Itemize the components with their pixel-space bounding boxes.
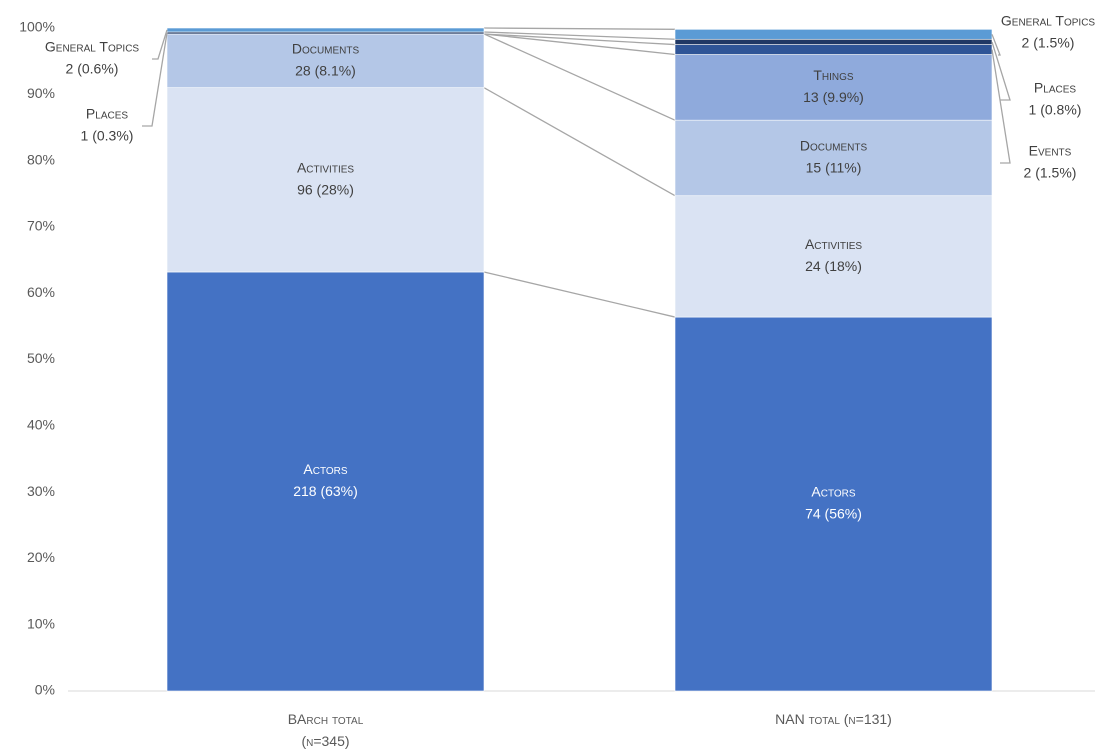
series-line xyxy=(483,31,676,40)
segment-name: General Topics xyxy=(1001,13,1096,29)
y-tick-label: 60% xyxy=(27,284,55,300)
data-label: 74 (56%) xyxy=(805,506,862,522)
data-label: 1 (0.8%) xyxy=(1029,102,1082,118)
data-label: 24 (18%) xyxy=(805,258,862,274)
x-tick-label: NAN total (n=131) xyxy=(775,711,892,727)
y-tick-label: 70% xyxy=(27,218,55,234)
bar-segment xyxy=(674,29,993,40)
segment-name: Things xyxy=(813,67,854,83)
segment-name: Places xyxy=(86,106,128,122)
segment-name: General Topics xyxy=(45,39,140,55)
data-label: 2 (0.6%) xyxy=(66,61,119,77)
series-line xyxy=(483,33,676,56)
x-tick-label: BArch total (n=345) xyxy=(287,711,364,749)
data-label: 96 (28%) xyxy=(297,182,354,198)
segment-name: Actors xyxy=(303,461,347,477)
leader-line xyxy=(991,49,1011,164)
bar-segment xyxy=(674,119,993,197)
y-tick-label: 100% xyxy=(19,19,55,35)
data-label: 2 (1.5%) xyxy=(1022,35,1075,51)
bar-segment xyxy=(674,44,993,55)
segment-name: Actors xyxy=(811,484,855,500)
series-line xyxy=(483,33,676,121)
bar-segment xyxy=(166,27,485,33)
y-tick-label: 90% xyxy=(27,85,55,101)
bar-segment xyxy=(166,87,485,273)
bar-segment xyxy=(674,316,993,692)
leader-line xyxy=(152,29,168,60)
y-tick-label: 40% xyxy=(27,417,55,433)
bar-segment xyxy=(674,38,993,45)
data-label: 218 (63%) xyxy=(293,483,358,499)
segment-name: Activities xyxy=(805,236,862,252)
data-label: 15 (11%) xyxy=(806,160,862,176)
data-label: 28 (8.1%) xyxy=(295,63,356,79)
segment-name: Documents xyxy=(800,138,868,154)
bar-segment xyxy=(674,54,993,121)
bar-segment xyxy=(166,271,485,692)
segment-name: Places xyxy=(1034,80,1076,96)
data-label: 13 (9.9%) xyxy=(803,89,864,105)
y-tick-label: 20% xyxy=(27,549,55,565)
series-line xyxy=(483,87,676,197)
y-tick-label: 10% xyxy=(27,615,55,631)
leader-line xyxy=(991,34,1001,56)
data-label: 1 (0.3%) xyxy=(81,128,134,144)
y-tick-label: 30% xyxy=(27,483,55,499)
series-line xyxy=(483,27,676,30)
y-tick-label: 0% xyxy=(35,682,55,698)
leader-line xyxy=(991,41,1011,101)
segment-name: Activities xyxy=(297,160,354,176)
y-tick-label: 50% xyxy=(27,350,55,366)
segment-name: Documents xyxy=(292,41,360,57)
series-line xyxy=(483,271,676,318)
segment-name: Events xyxy=(1029,143,1072,159)
bar-segment xyxy=(166,33,485,88)
series-line xyxy=(483,33,676,46)
bar-segment xyxy=(674,195,993,318)
data-label: 2 (1.5%) xyxy=(1024,165,1077,181)
y-tick-label: 80% xyxy=(27,151,55,167)
leader-line xyxy=(142,32,168,127)
